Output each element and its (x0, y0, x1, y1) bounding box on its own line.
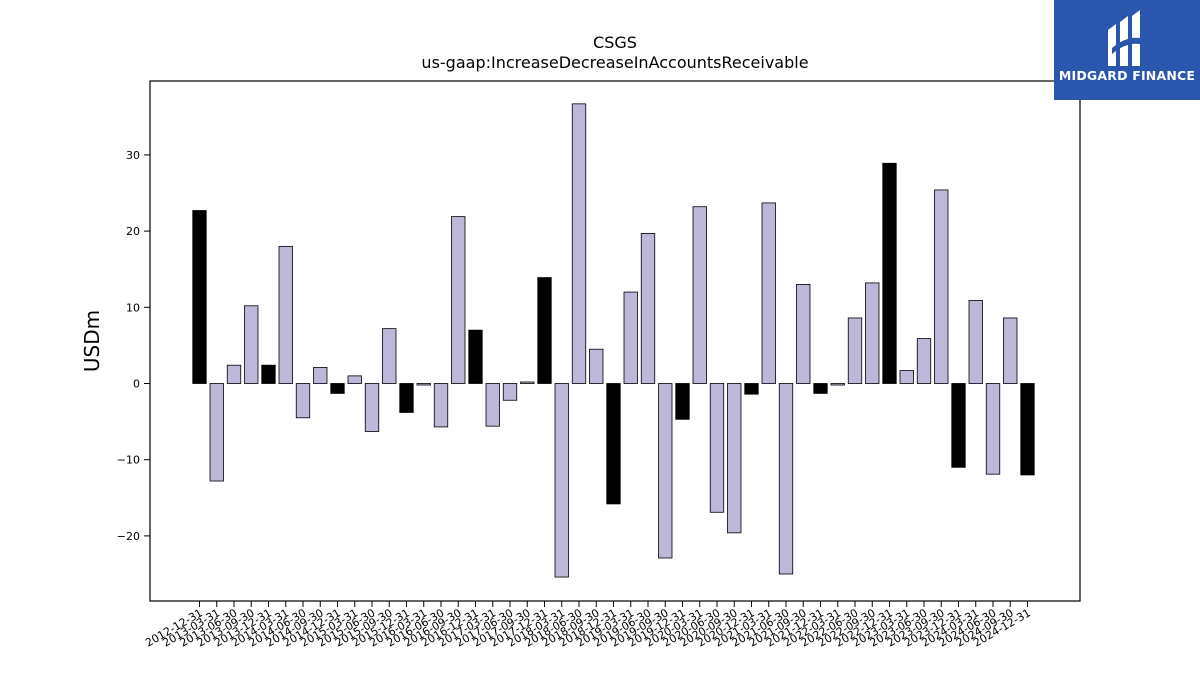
bar-2021-12-31 (813, 383, 828, 394)
bar-2022-09-30 (865, 282, 880, 384)
bar-2016-09-30 (451, 216, 466, 384)
bar-2018-06-30 (571, 103, 587, 384)
bar-2022-03-31 (830, 383, 845, 386)
bar-2012-12-31 (192, 210, 207, 384)
brand-name: MIDGARD FINANCE (1058, 68, 1196, 83)
bar-2013-03-31 (209, 383, 224, 482)
y-tick-label: 20 (126, 225, 140, 238)
bar-2017-03-31 (485, 383, 500, 427)
bar-2021-03-31 (761, 202, 776, 384)
bar-2016-03-31 (416, 383, 431, 386)
y-tick-label: 10 (126, 301, 140, 314)
bar-2022-12-31 (882, 162, 897, 384)
bar-2015-06-30 (364, 383, 380, 432)
bar-2023-12-31 (951, 383, 966, 468)
bar-2019-06-30 (640, 232, 656, 384)
bar-2020-03-31 (692, 206, 707, 384)
bar-2018-12-31 (606, 383, 621, 505)
chart-title: CSGS (593, 33, 637, 52)
bar-2014-12-31 (330, 383, 345, 394)
bar-2020-06-30 (709, 383, 725, 513)
bar-2024-06-30 (985, 383, 1001, 475)
bar-2013-09-30 (244, 305, 259, 384)
bar-2014-09-30 (313, 367, 328, 384)
bar-2015-09-30 (382, 328, 397, 384)
bar-2021-06-30 (778, 383, 794, 575)
midgard-finance-logo: MIDGARD FINANCE (1054, 0, 1200, 100)
bar-2017-09-30 (520, 381, 535, 384)
bar-2017-06-30 (502, 383, 518, 401)
bar-2014-06-30 (295, 383, 311, 419)
bar-2016-12-31 (468, 329, 483, 384)
bar-2015-03-31 (347, 375, 362, 384)
x-axis: 2012-12-312013-03-312013-06-302013-09-30… (143, 601, 1033, 650)
bar-2020-12-31 (744, 383, 759, 395)
y-tick-label: 0 (133, 378, 140, 391)
y-axis-label: USDm (80, 310, 104, 372)
bar-2019-09-30 (658, 383, 673, 559)
bar-2019-03-31 (623, 291, 638, 384)
mf-logo-icon (1108, 10, 1140, 66)
y-tick-label: 30 (126, 149, 140, 162)
bar-2013-12-31 (261, 364, 276, 384)
y-tick-label: −10 (117, 454, 140, 467)
plot-frame (149, 80, 1081, 602)
bar-2021-09-30 (796, 284, 811, 384)
bar-2018-03-31 (554, 383, 569, 578)
bar-2023-06-30 (916, 338, 932, 384)
y-axis: −20 −10 0 10 20 30 (117, 149, 150, 543)
bar-2016-06-30 (433, 383, 449, 428)
bar-2023-03-31 (899, 370, 914, 384)
bar-2017-12-31 (537, 277, 552, 384)
bar-2014-03-31 (278, 245, 293, 384)
bar-2013-06-30 (226, 364, 242, 384)
bar-2024-09-30 (1003, 317, 1018, 384)
bar-2020-09-30 (727, 383, 742, 534)
bar-2015-12-31 (399, 383, 414, 413)
y-tick-label: −20 (117, 530, 140, 543)
bars-group (192, 103, 1035, 578)
bar-2024-03-31 (968, 300, 983, 384)
bar-2023-09-30 (934, 189, 949, 384)
chart-subtitle: us-gaap:IncreaseDecreaseInAccountsReceiv… (421, 53, 808, 72)
bar-2024-12-31 (1020, 383, 1035, 476)
bar-2019-12-31 (675, 383, 690, 420)
bar-2022-06-30 (847, 317, 863, 384)
bar-2018-09-30 (589, 348, 604, 384)
